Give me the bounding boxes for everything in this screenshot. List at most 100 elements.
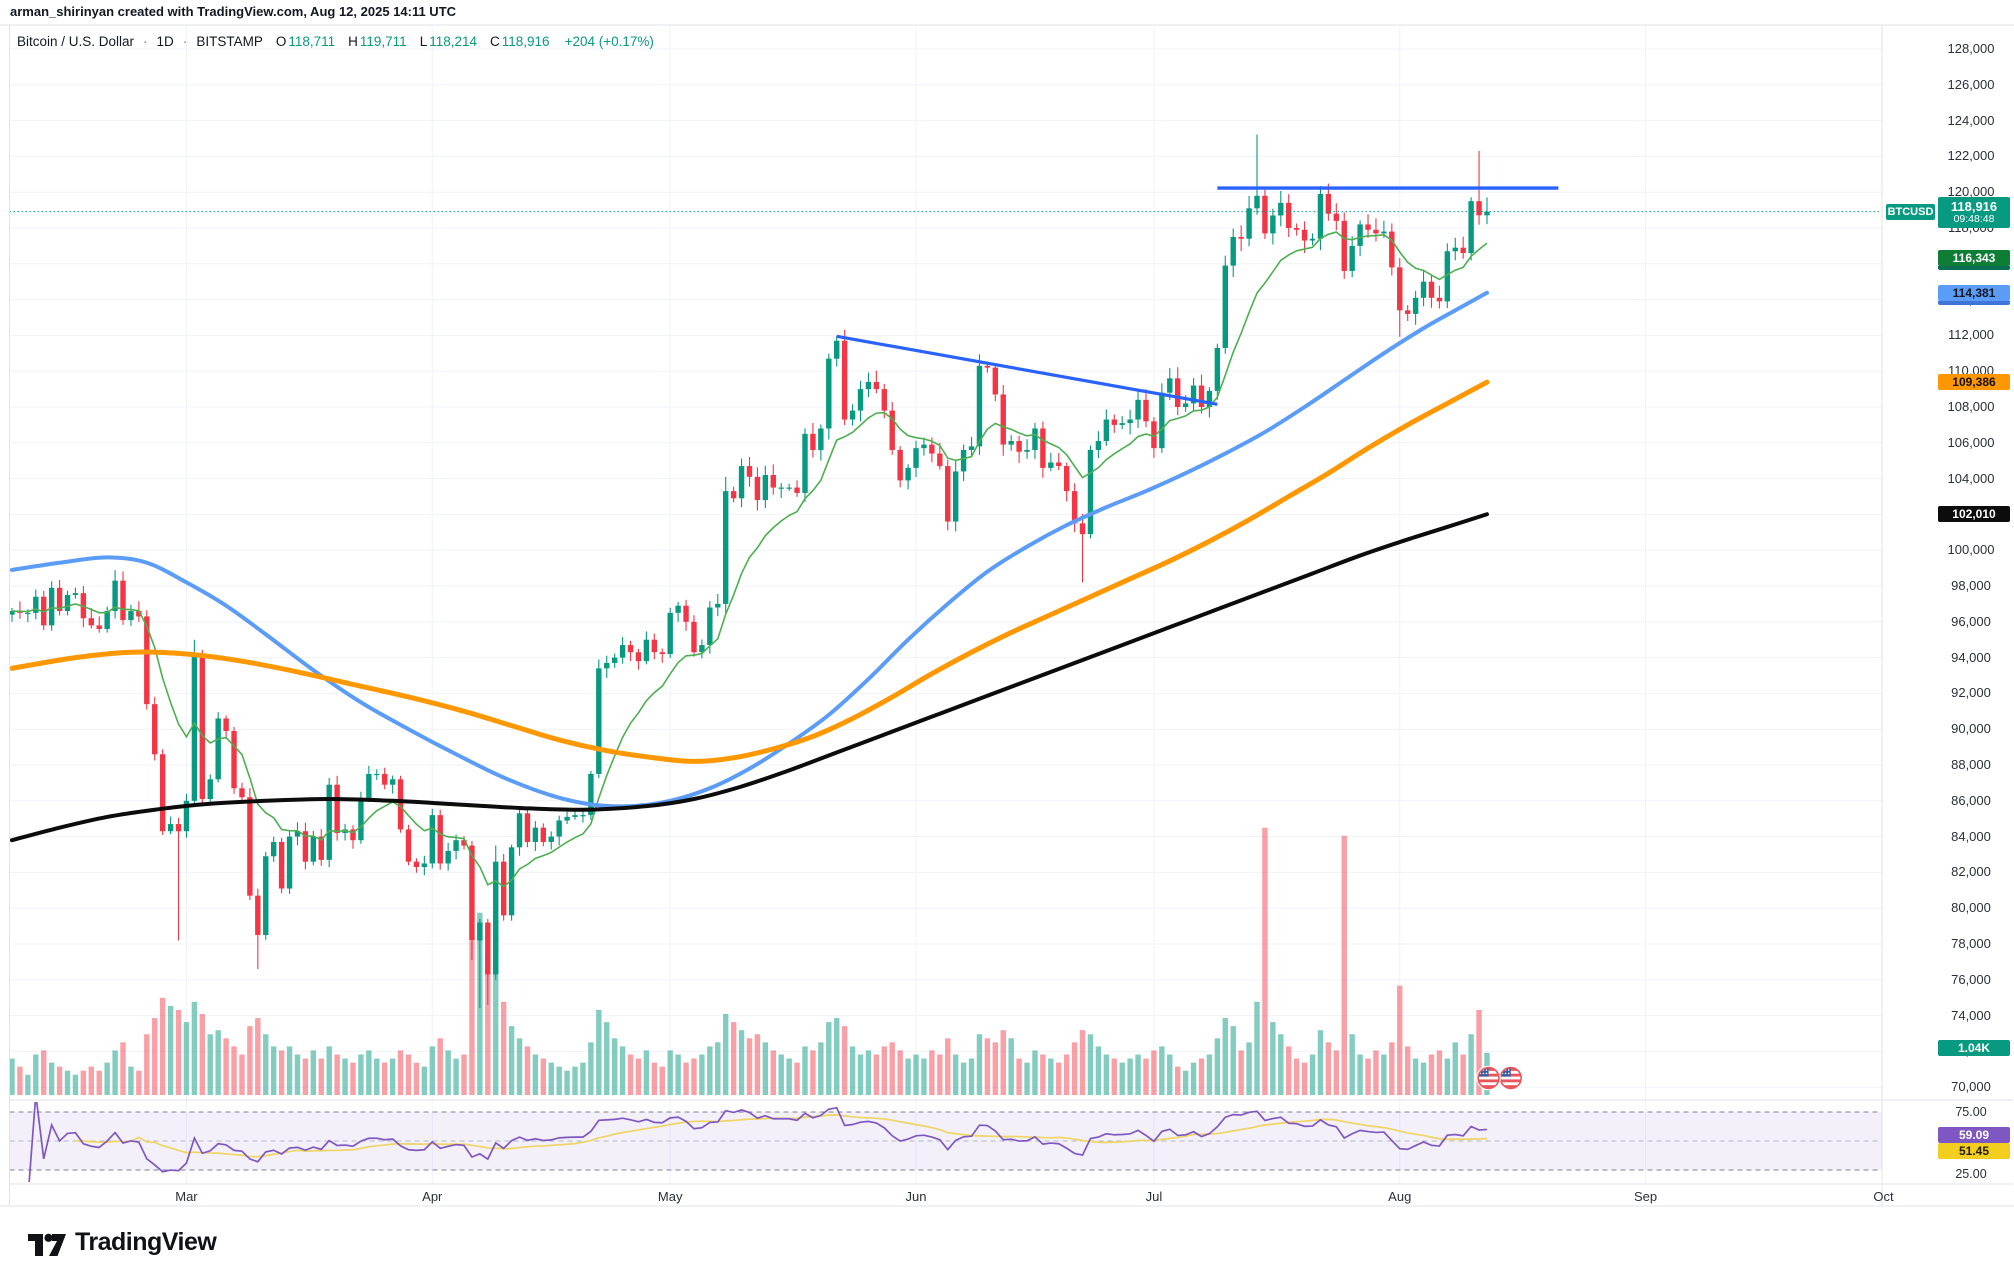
candle[interactable] [270, 836, 277, 862]
candle[interactable] [1119, 416, 1125, 430]
candle[interactable] [366, 765, 372, 803]
candle[interactable] [508, 844, 515, 921]
candle[interactable] [762, 465, 769, 509]
candle[interactable] [1198, 374, 1205, 414]
candle[interactable] [429, 808, 435, 869]
candle[interactable] [493, 845, 499, 980]
candle[interactable] [1460, 236, 1466, 259]
candle[interactable] [1214, 343, 1221, 400]
candle[interactable] [104, 606, 110, 633]
candle[interactable] [1151, 417, 1157, 458]
candle[interactable] [128, 604, 134, 626]
candle[interactable] [1040, 421, 1046, 478]
candle[interactable] [1230, 228, 1236, 278]
candle[interactable] [1452, 237, 1458, 261]
candle[interactable] [826, 353, 832, 440]
candle[interactable] [619, 637, 626, 664]
candle[interactable] [952, 460, 959, 532]
candle[interactable] [1468, 197, 1474, 261]
candle[interactable] [1333, 203, 1340, 231]
candle[interactable] [1175, 367, 1181, 416]
candle[interactable] [611, 653, 618, 668]
candle[interactable] [1309, 233, 1316, 246]
candle[interactable] [278, 838, 285, 894]
candle[interactable] [754, 467, 761, 511]
candle[interactable] [342, 823, 348, 841]
tradingview-logo[interactable]: TradingView [26, 1227, 217, 1257]
candle[interactable] [897, 446, 903, 488]
candle[interactable] [691, 615, 697, 657]
candle[interactable] [326, 777, 332, 868]
candle[interactable] [1079, 513, 1086, 583]
candle[interactable] [1063, 462, 1070, 502]
candle[interactable] [635, 648, 642, 670]
candle[interactable] [548, 831, 554, 850]
candle[interactable] [960, 444, 967, 482]
candle[interactable] [1262, 189, 1268, 240]
candle[interactable] [64, 590, 71, 616]
candle[interactable] [48, 581, 55, 631]
candle[interactable] [437, 809, 443, 870]
candle[interactable] [564, 811, 570, 824]
candle[interactable] [1087, 445, 1094, 539]
candle[interactable] [921, 437, 927, 456]
candle[interactable] [215, 712, 221, 783]
candle[interactable] [88, 608, 94, 629]
candle[interactable] [159, 749, 166, 836]
candle[interactable] [239, 782, 245, 801]
candle[interactable] [1056, 453, 1062, 471]
candle[interactable] [524, 810, 531, 848]
candle[interactable] [397, 775, 404, 833]
candle[interactable] [33, 589, 39, 620]
candle[interactable] [1135, 390, 1141, 429]
candle[interactable] [485, 918, 491, 1005]
candle[interactable] [596, 659, 602, 779]
candlestick-layer[interactable] [9, 134, 1490, 1009]
candle[interactable] [1246, 195, 1252, 247]
candle[interactable] [1293, 223, 1300, 236]
candle[interactable] [627, 640, 634, 662]
candle[interactable] [1365, 214, 1371, 238]
candle[interactable] [699, 639, 705, 659]
candle[interactable] [802, 428, 808, 502]
candle[interactable] [723, 476, 729, 614]
candle[interactable] [604, 655, 610, 678]
candle[interactable] [905, 464, 911, 490]
candle[interactable] [1428, 275, 1435, 308]
candle[interactable] [1071, 483, 1078, 533]
candle[interactable] [913, 440, 919, 478]
candle[interactable] [56, 580, 63, 616]
candle[interactable] [199, 650, 206, 807]
candle[interactable] [865, 372, 872, 398]
candle[interactable] [1444, 243, 1451, 308]
candle[interactable] [247, 788, 253, 900]
candle[interactable] [667, 607, 673, 659]
candle[interactable] [112, 570, 118, 619]
candle[interactable] [1254, 134, 1260, 215]
candle[interactable] [72, 587, 79, 599]
candle[interactable] [350, 825, 356, 849]
candle[interactable] [643, 631, 650, 665]
candle[interactable] [223, 715, 229, 739]
candle[interactable] [183, 793, 190, 838]
candle[interactable] [17, 601, 23, 619]
candle[interactable] [992, 364, 999, 402]
candle[interactable] [231, 726, 237, 794]
candle[interactable] [453, 834, 459, 860]
candle[interactable] [445, 842, 451, 871]
candle[interactable] [207, 774, 213, 803]
candle[interactable] [556, 815, 562, 846]
candle[interactable] [1270, 208, 1276, 245]
candle[interactable] [532, 821, 539, 851]
candle[interactable] [873, 370, 880, 394]
us-flag-event-icon[interactable] [1498, 1065, 1524, 1091]
candle[interactable] [1190, 378, 1197, 412]
candle[interactable] [715, 594, 721, 617]
candle[interactable] [263, 851, 269, 940]
candle[interactable] [1397, 258, 1403, 337]
candle[interactable] [1389, 223, 1395, 276]
candle[interactable] [1404, 305, 1411, 321]
candle[interactable] [786, 483, 792, 492]
candle[interactable] [1127, 409, 1133, 435]
